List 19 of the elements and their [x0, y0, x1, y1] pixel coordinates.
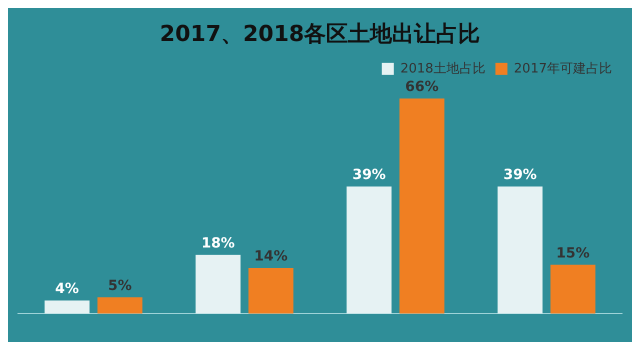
bar [346, 186, 392, 314]
data-label: 39% [352, 167, 386, 184]
chart-title: 2017、2018各区土地出让占比 [160, 22, 480, 47]
bar [399, 98, 444, 314]
bar [97, 297, 142, 314]
data-label: 18% [201, 236, 235, 252]
data-label: 39% [503, 167, 537, 184]
bar [44, 300, 90, 314]
legend-label: 2017年可建占比 [514, 61, 612, 76]
data-label: 66% [405, 79, 439, 96]
bar [550, 264, 596, 314]
data-label: 14% [254, 248, 288, 265]
data-label: 15% [556, 245, 590, 262]
bar [498, 186, 543, 314]
bar [248, 268, 294, 314]
data-label: 5% [108, 278, 132, 294]
bar [196, 254, 241, 314]
data-label: 4% [55, 281, 79, 298]
legend-label: 2018土地占比 [400, 61, 486, 76]
